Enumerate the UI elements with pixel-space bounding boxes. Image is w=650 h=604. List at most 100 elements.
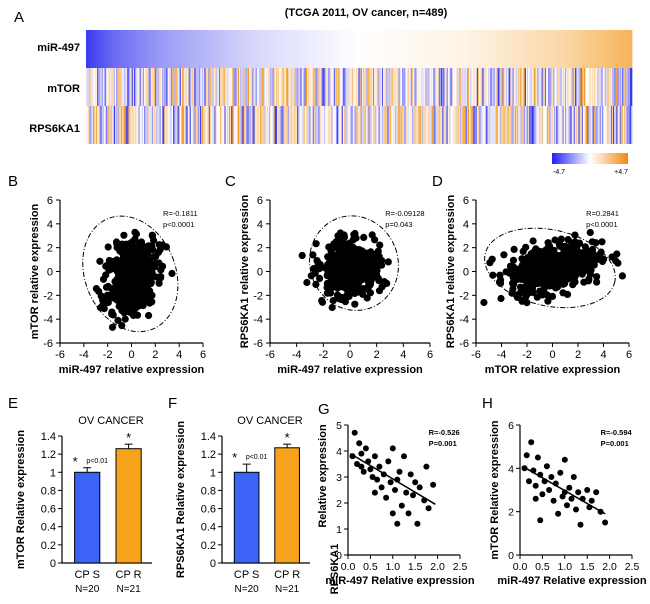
heatmap-cell-mir497 xyxy=(291,30,293,68)
heatmap-cell-mir497 xyxy=(372,30,375,68)
heatmap-cell-mtor xyxy=(627,68,629,106)
heatmap-cell-rps6ka1 xyxy=(91,106,94,144)
heatmap-cell-rps6ka1 xyxy=(130,106,133,144)
heatmap-cell-rps6ka1 xyxy=(598,106,600,144)
heatmap-cell-mir497 xyxy=(463,30,465,68)
heatmap-cell-mtor xyxy=(625,68,627,106)
heatmap-cell-mir497 xyxy=(89,30,91,68)
heatmap-cell-rps6ka1 xyxy=(524,106,527,144)
data-point xyxy=(326,289,334,297)
data-point xyxy=(540,248,548,256)
heatmap-cell-mtor xyxy=(349,68,351,106)
heatmap-cell-mtor xyxy=(519,68,521,106)
heatmap-cell-mtor xyxy=(128,68,130,106)
heatmap-cell-rps6ka1 xyxy=(495,106,498,144)
y-tick-label: 1.2 xyxy=(41,449,56,461)
heatmap-cell-mir497 xyxy=(148,30,150,68)
heatmap-cell-rps6ka1 xyxy=(530,106,532,144)
heatmap-cell-mtor xyxy=(419,68,422,106)
heatmap-cell-mir497 xyxy=(163,30,165,68)
heatmap-cell-mtor xyxy=(582,68,585,106)
heatmap-cell-mtor xyxy=(168,68,171,106)
data-point xyxy=(542,258,550,266)
heatmap-cell-mir497 xyxy=(113,30,116,68)
heatmap-cell-rps6ka1 xyxy=(446,106,449,144)
heatmap-row-rps6ka1 xyxy=(86,106,633,144)
heatmap-cell-mtor xyxy=(175,68,177,106)
heatmap-cell-mtor xyxy=(219,68,222,106)
heatmap-cell-rps6ka1 xyxy=(435,106,437,144)
heatmap-cell-rps6ka1 xyxy=(566,106,568,144)
heatmap-cell-mtor xyxy=(204,68,206,106)
heatmap-cell-mir497 xyxy=(187,30,190,68)
data-point xyxy=(385,458,392,465)
heatmap-cell-rps6ka1 xyxy=(211,106,213,144)
heatmap-cell-rps6ka1 xyxy=(493,106,496,144)
heatmap-cell-mir497 xyxy=(98,30,100,68)
data-point xyxy=(563,290,572,298)
heatmap-cell-rps6ka1 xyxy=(621,106,624,144)
heatmap-cell-mtor xyxy=(240,68,242,106)
heatmap-cell-rps6ka1 xyxy=(245,106,248,144)
heatmap-cell-mir497 xyxy=(445,30,447,68)
heatmap-cell-rps6ka1 xyxy=(285,106,288,144)
heatmap-cell-rps6ka1 xyxy=(608,106,611,144)
heatmap-cell-mtor xyxy=(218,68,221,106)
heatmap-cell-rps6ka1 xyxy=(617,106,619,144)
heatmap-cell-mir497 xyxy=(588,30,590,68)
heatmap-cell-rps6ka1 xyxy=(199,106,202,144)
data-point xyxy=(340,248,348,256)
heatmap-cell-mtor xyxy=(246,68,249,106)
heatmap-cell-mir497 xyxy=(468,30,471,68)
y-tick-label: 4 xyxy=(508,463,514,475)
heatmap-cell-rps6ka1 xyxy=(442,106,444,144)
heatmap-cell-rps6ka1 xyxy=(92,106,95,144)
heatmap-cell-mir497 xyxy=(426,30,429,68)
heatmap-cell-mir497 xyxy=(380,30,383,68)
heatmap-cell-mir497 xyxy=(366,30,368,68)
heatmap-cell-mir497 xyxy=(476,30,479,68)
heatmap-cell-mtor xyxy=(395,68,397,106)
heatmap-cell-mir497 xyxy=(332,30,335,68)
data-point xyxy=(112,238,121,246)
heatmap-cell-mir497 xyxy=(302,30,305,68)
heatmap-cell-mir497 xyxy=(578,30,580,68)
heatmap-cell-mir497 xyxy=(260,30,262,68)
heatmap-cell-mir497 xyxy=(333,30,336,68)
heatmap-cell-mtor xyxy=(493,68,496,106)
heatmap-cell-mir497 xyxy=(561,30,564,68)
heatmap-cell-mtor xyxy=(217,68,220,106)
data-point xyxy=(312,280,320,288)
heatmap-cell-mir497 xyxy=(203,30,205,68)
heatmap-cell-mtor xyxy=(185,68,187,106)
heatmap-cell-rps6ka1 xyxy=(532,106,535,144)
heatmap-cell-rps6ka1 xyxy=(304,106,307,144)
heatmap-cell-mtor xyxy=(347,68,349,106)
heatmap-cell-mtor xyxy=(533,68,536,106)
heatmap-cell-mtor xyxy=(446,68,449,106)
heatmap-cell-mir497 xyxy=(506,30,509,68)
heatmap-cell-mtor xyxy=(578,68,580,106)
heatmap-cell-mtor xyxy=(399,68,402,106)
heatmap-cell-mtor xyxy=(556,68,558,106)
data-point xyxy=(366,262,374,270)
heatmap-cell-mtor xyxy=(331,68,334,106)
heatmap-cell-rps6ka1 xyxy=(251,106,253,144)
data-point xyxy=(480,298,488,307)
data-point xyxy=(140,290,148,298)
heatmap-cell-mtor xyxy=(606,68,608,106)
heatmap-cell-rps6ka1 xyxy=(563,106,566,144)
heatmap-cell-mtor xyxy=(568,68,570,106)
heatmap-cell-mir497 xyxy=(288,30,290,68)
heatmap-cell-mtor xyxy=(121,68,124,106)
data-point xyxy=(336,260,344,268)
heatmap-cell-mtor xyxy=(110,68,113,106)
heatmap-cell-mtor xyxy=(138,68,140,106)
heatmap-cell-rps6ka1 xyxy=(348,106,350,144)
data-point xyxy=(126,286,134,294)
heatmap-cell-rps6ka1 xyxy=(300,106,302,144)
data-point xyxy=(376,463,383,470)
heatmap-cell-rps6ka1 xyxy=(261,106,263,144)
